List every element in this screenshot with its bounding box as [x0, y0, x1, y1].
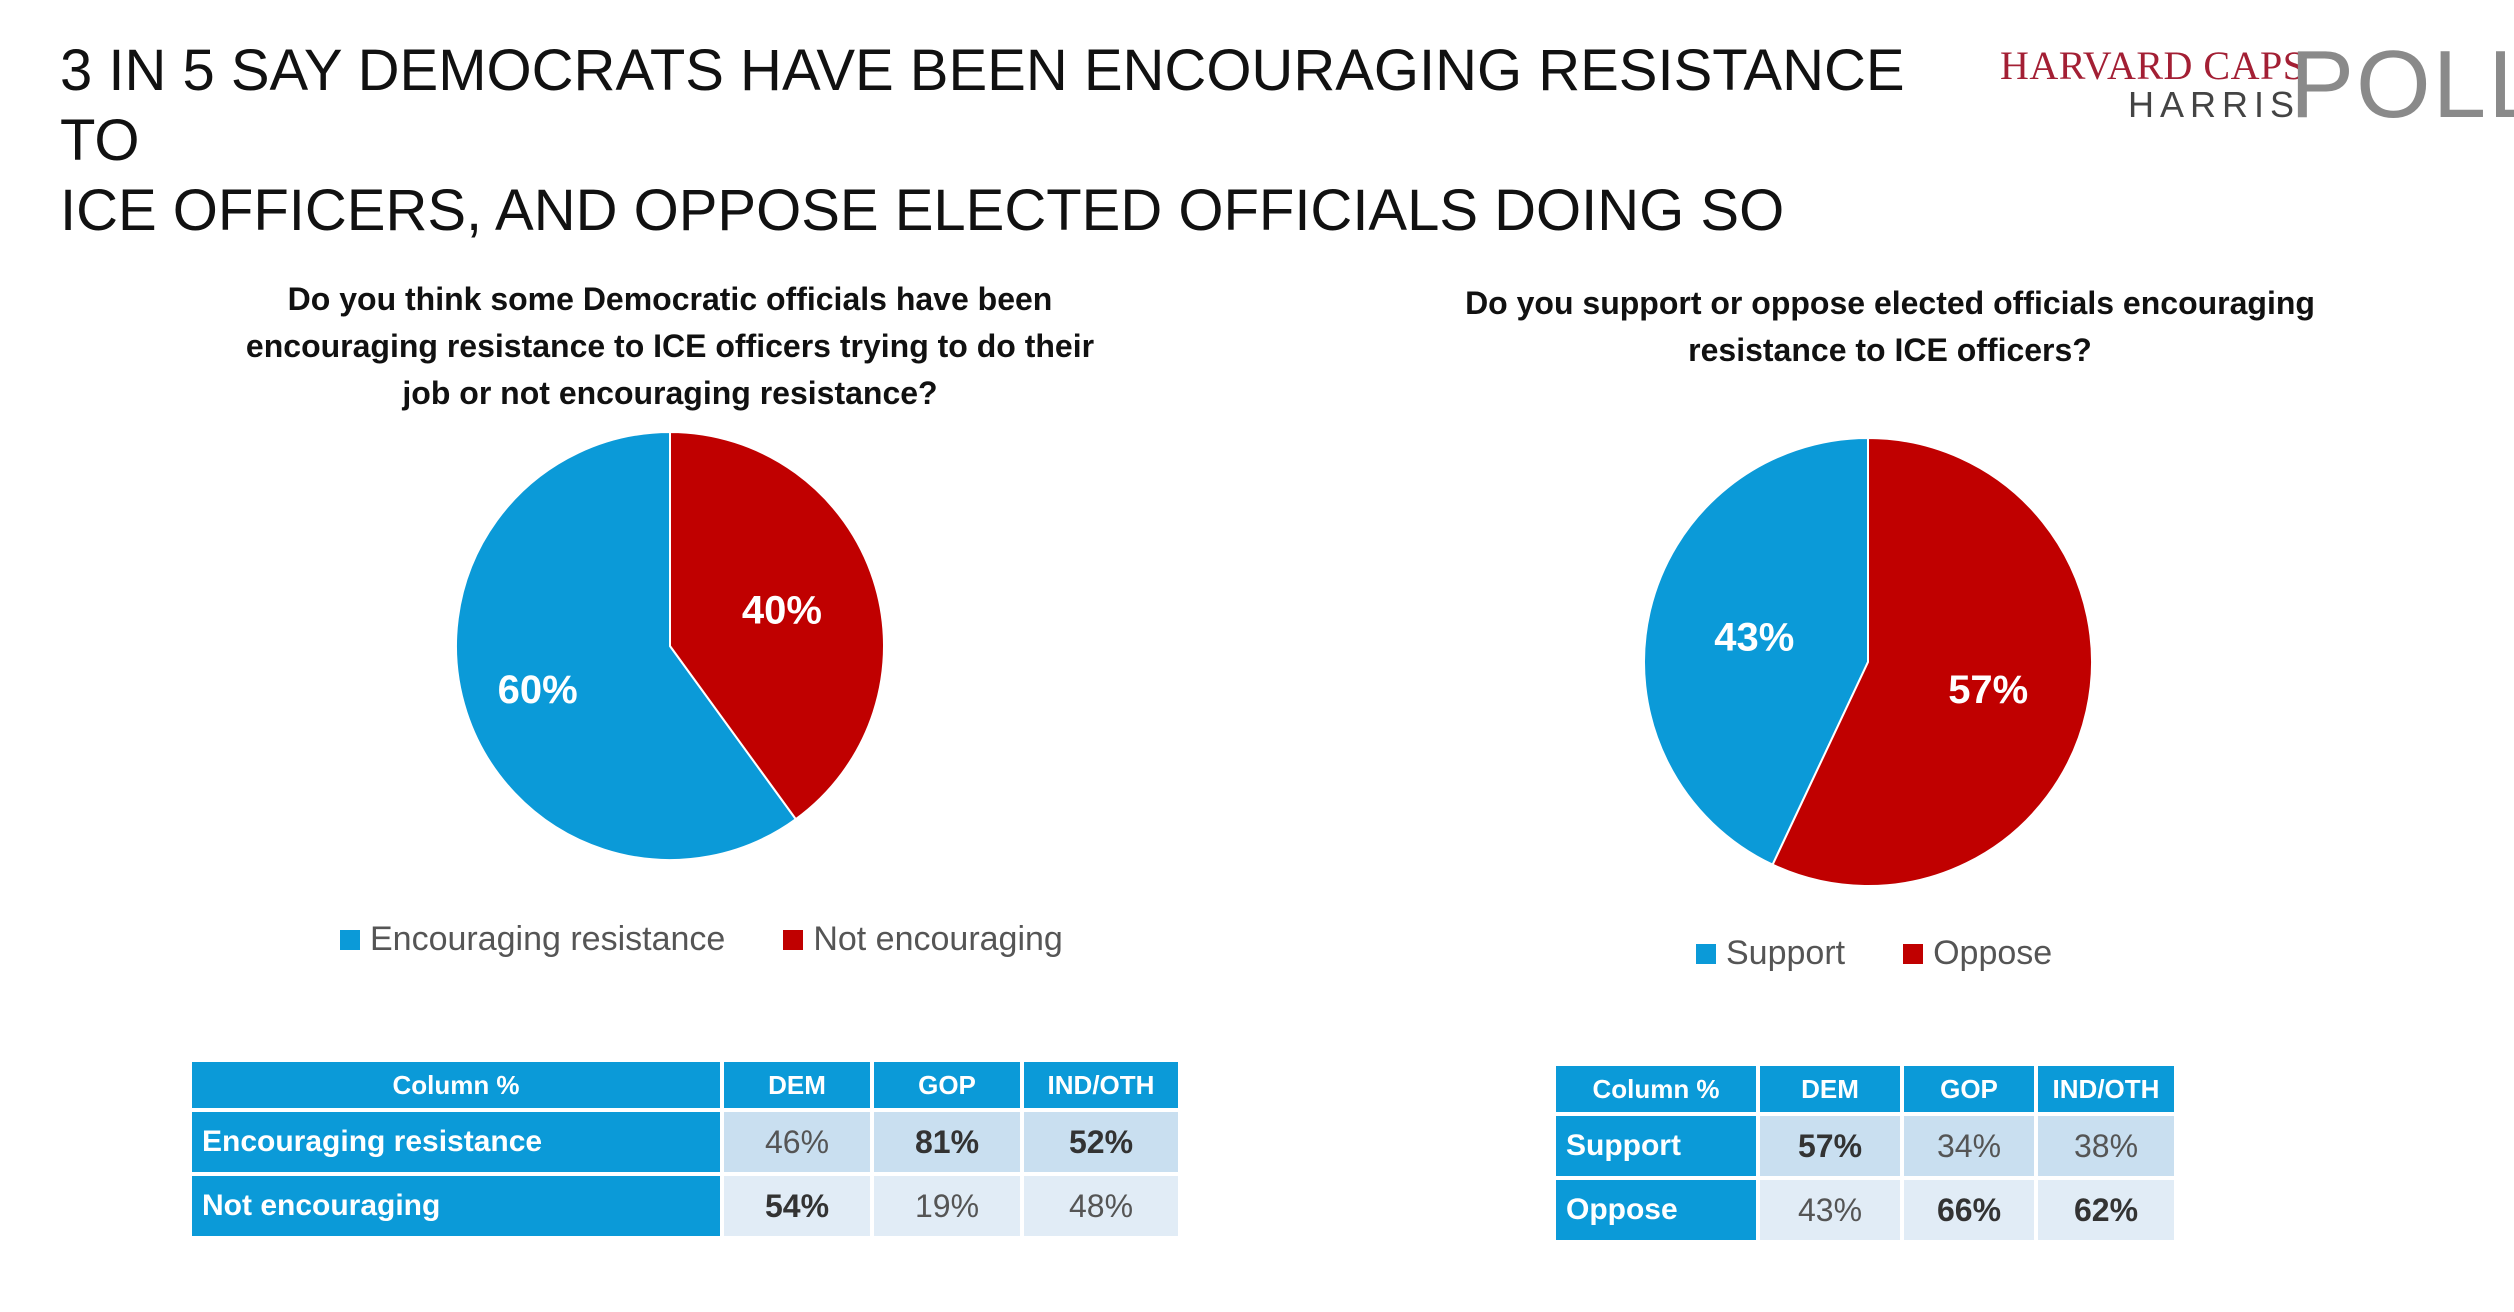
legend-label: Not encouraging: [813, 920, 1063, 958]
page-title-line-1: 3 IN 5 SAY DEMOCRATS HAVE BEEN ENCOURAGI…: [60, 38, 1905, 173]
row-label: Support: [1556, 1116, 1756, 1176]
table-header: GOP: [1904, 1066, 2034, 1112]
table-header: IND/OTH: [1024, 1062, 1178, 1108]
chart-1-pie: 60% 40%: [455, 430, 885, 861]
logo-harvard-caps: HARVARD CAPS: [2000, 43, 2306, 88]
legend-swatch-blue: [340, 929, 360, 950]
table-header: Column %: [192, 1062, 720, 1108]
row-label: Encouraging resistance: [192, 1112, 720, 1172]
table-cell: 48%: [1024, 1176, 1178, 1236]
chart-1-question-line-3: job or not encouraging resistance?: [402, 375, 938, 411]
table-cell: 38%: [2038, 1116, 2174, 1176]
logo-harris: HARRIS: [2128, 84, 2301, 125]
legend-swatch-red: [1903, 943, 1924, 964]
harvard-caps-harris-poll-logo: HARVARD CAPS HARRIS POLL: [2000, 31, 2514, 138]
table-header-row: Column % DEM GOP IND/OTH: [192, 1062, 1178, 1108]
table-header-row: Column % DEM GOP IND/OTH: [1556, 1066, 2174, 1112]
chart-2-question-line-1: Do you support or oppose elected officia…: [1465, 285, 2315, 321]
pie-data-label: 57%: [1948, 668, 2028, 712]
table-row: Oppose 43% 66% 62%: [1556, 1180, 2174, 1240]
chart-1-question: Do you think some Democratic officials h…: [190, 276, 1150, 417]
table-header: GOP: [874, 1062, 1020, 1108]
pie-data-label: 43%: [1714, 616, 1794, 660]
table-row: Encouraging resistance 46% 81% 52%: [192, 1112, 1178, 1172]
pie-data-label: 40%: [742, 589, 822, 633]
page-title-line-2: ICE OFFICERS, AND OPPOSE ELECTED OFFICIA…: [60, 178, 1785, 243]
pie-slice-support: [1643, 436, 1869, 867]
legend-label: Oppose: [1933, 934, 2053, 972]
legend-item-not-encouraging: Not encouraging: [783, 920, 1063, 959]
pie-slice-not-encouraging: [669, 430, 885, 821]
table-header: Column %: [1556, 1066, 1756, 1112]
table-cell: 62%: [2038, 1180, 2174, 1240]
table-cell: 46%: [724, 1112, 870, 1172]
table-cell: 43%: [1760, 1180, 1900, 1240]
row-label: Oppose: [1556, 1180, 1756, 1240]
table-cell: 57%: [1760, 1116, 1900, 1176]
legend-item-support: Support: [1696, 934, 1845, 973]
chart-2-pie: 43% 57%: [1643, 436, 2093, 887]
row-label: Not encouraging: [192, 1176, 720, 1236]
chart-2-question: Do you support or oppose elected officia…: [1400, 280, 2380, 374]
table-header: DEM: [1760, 1066, 1900, 1112]
table-header: DEM: [724, 1062, 870, 1108]
chart-2-question-line-2: resistance to ICE officers?: [1688, 332, 2092, 368]
pie-data-label: 60%: [498, 668, 578, 712]
pie-slice-encouraging-resistance: [455, 430, 798, 861]
chart-1-question-line-1: Do you think some Democratic officials h…: [287, 281, 1053, 317]
crosstab-table-1: Column % DEM GOP IND/OTH Encouraging res…: [188, 1058, 1182, 1240]
table-cell: 34%: [1904, 1116, 2034, 1176]
legend-label: Support: [1726, 934, 1846, 972]
legend-swatch-red: [783, 929, 804, 950]
table-cell: 52%: [1024, 1112, 1178, 1172]
legend-swatch-blue: [1696, 943, 1716, 964]
table-cell: 54%: [724, 1176, 870, 1236]
table-header: IND/OTH: [2038, 1066, 2174, 1112]
crosstab-table-2: Column % DEM GOP IND/OTH Support 57% 34%…: [1552, 1062, 2178, 1244]
table-cell: 19%: [874, 1176, 1020, 1236]
table-cell: 66%: [1904, 1180, 2034, 1240]
table-cell: 81%: [874, 1112, 1020, 1172]
chart-1-question-line-2: encouraging resistance to ICE officers t…: [245, 328, 1095, 364]
chart-1-legend: Encouraging resistance Not encouraging: [340, 920, 1063, 959]
legend-label: Encouraging resistance: [370, 920, 726, 958]
legend-item-oppose: Oppose: [1903, 934, 2052, 973]
table-row: Not encouraging 54% 19% 48%: [192, 1176, 1178, 1236]
logo-poll: POLL: [2290, 31, 2514, 138]
chart-2-legend: Support Oppose: [1696, 934, 2052, 973]
pie-slice-oppose: [1771, 436, 2093, 887]
legend-item-encouraging: Encouraging resistance: [340, 920, 725, 959]
table-row: Support 57% 34% 38%: [1556, 1116, 2174, 1176]
page-title: 3 IN 5 SAY DEMOCRATS HAVE BEEN ENCOURAGI…: [60, 36, 1940, 246]
